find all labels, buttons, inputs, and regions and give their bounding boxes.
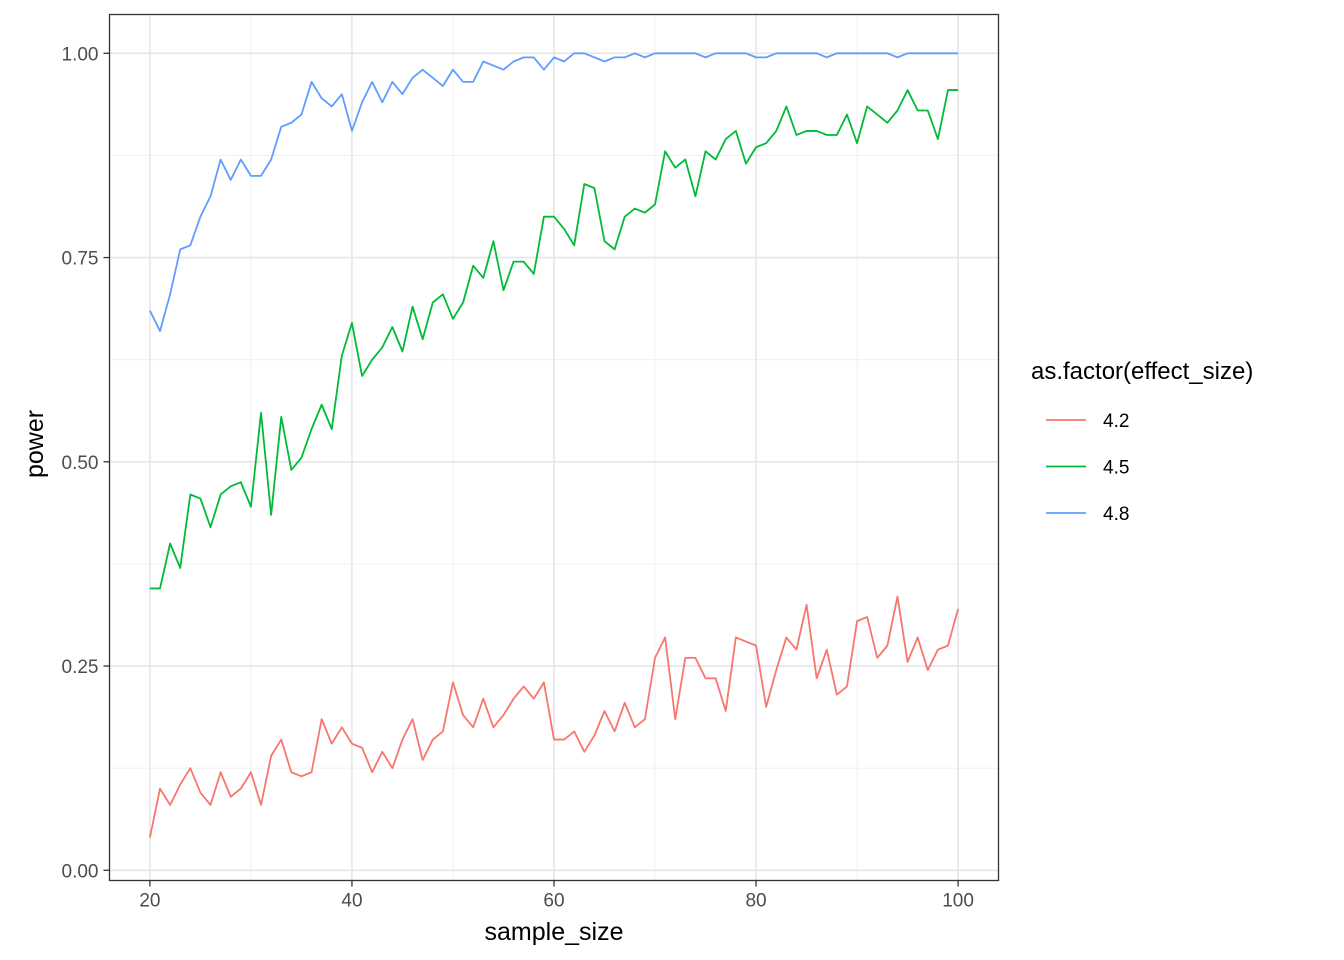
y-tick-label: 1.00 <box>62 44 99 65</box>
series-line-4-2 <box>149 595 959 838</box>
major-gridlines <box>109 14 999 881</box>
series-line-4-5 <box>149 89 959 590</box>
y-tick-label: 0.00 <box>62 861 99 882</box>
legend-title: as.factor(effect_size) <box>1031 358 1253 385</box>
x-tick-label: 20 <box>139 891 160 912</box>
legend-item: 4.5 <box>1046 458 1129 479</box>
x-axis-title: sample_size <box>485 918 624 946</box>
legend-item: 4.2 <box>1046 411 1129 432</box>
y-axis-title: power <box>21 410 49 478</box>
x-tick-label: 60 <box>543 891 564 912</box>
y-tick-label: 0.25 <box>62 657 99 678</box>
x-tick-label: 100 <box>942 891 974 912</box>
y-axis: 0.00 0.25 0.50 0.75 1.00 <box>62 44 110 882</box>
legend-item: 4.8 <box>1046 504 1129 525</box>
y-tick-label: 0.50 <box>62 453 99 474</box>
legend-label: 4.8 <box>1103 504 1129 525</box>
series-line-4-8 <box>149 52 959 332</box>
legend-label: 4.5 <box>1103 458 1129 479</box>
x-tick-label: 80 <box>745 891 766 912</box>
series-lines <box>149 52 959 838</box>
x-tick-label: 40 <box>341 891 362 912</box>
legend: as.factor(effect_size) 4.2 4.5 4.8 <box>1031 358 1253 525</box>
legend-label: 4.2 <box>1103 411 1129 432</box>
x-axis: 20 40 60 80 100 <box>139 880 974 912</box>
y-tick-label: 0.75 <box>62 249 99 270</box>
